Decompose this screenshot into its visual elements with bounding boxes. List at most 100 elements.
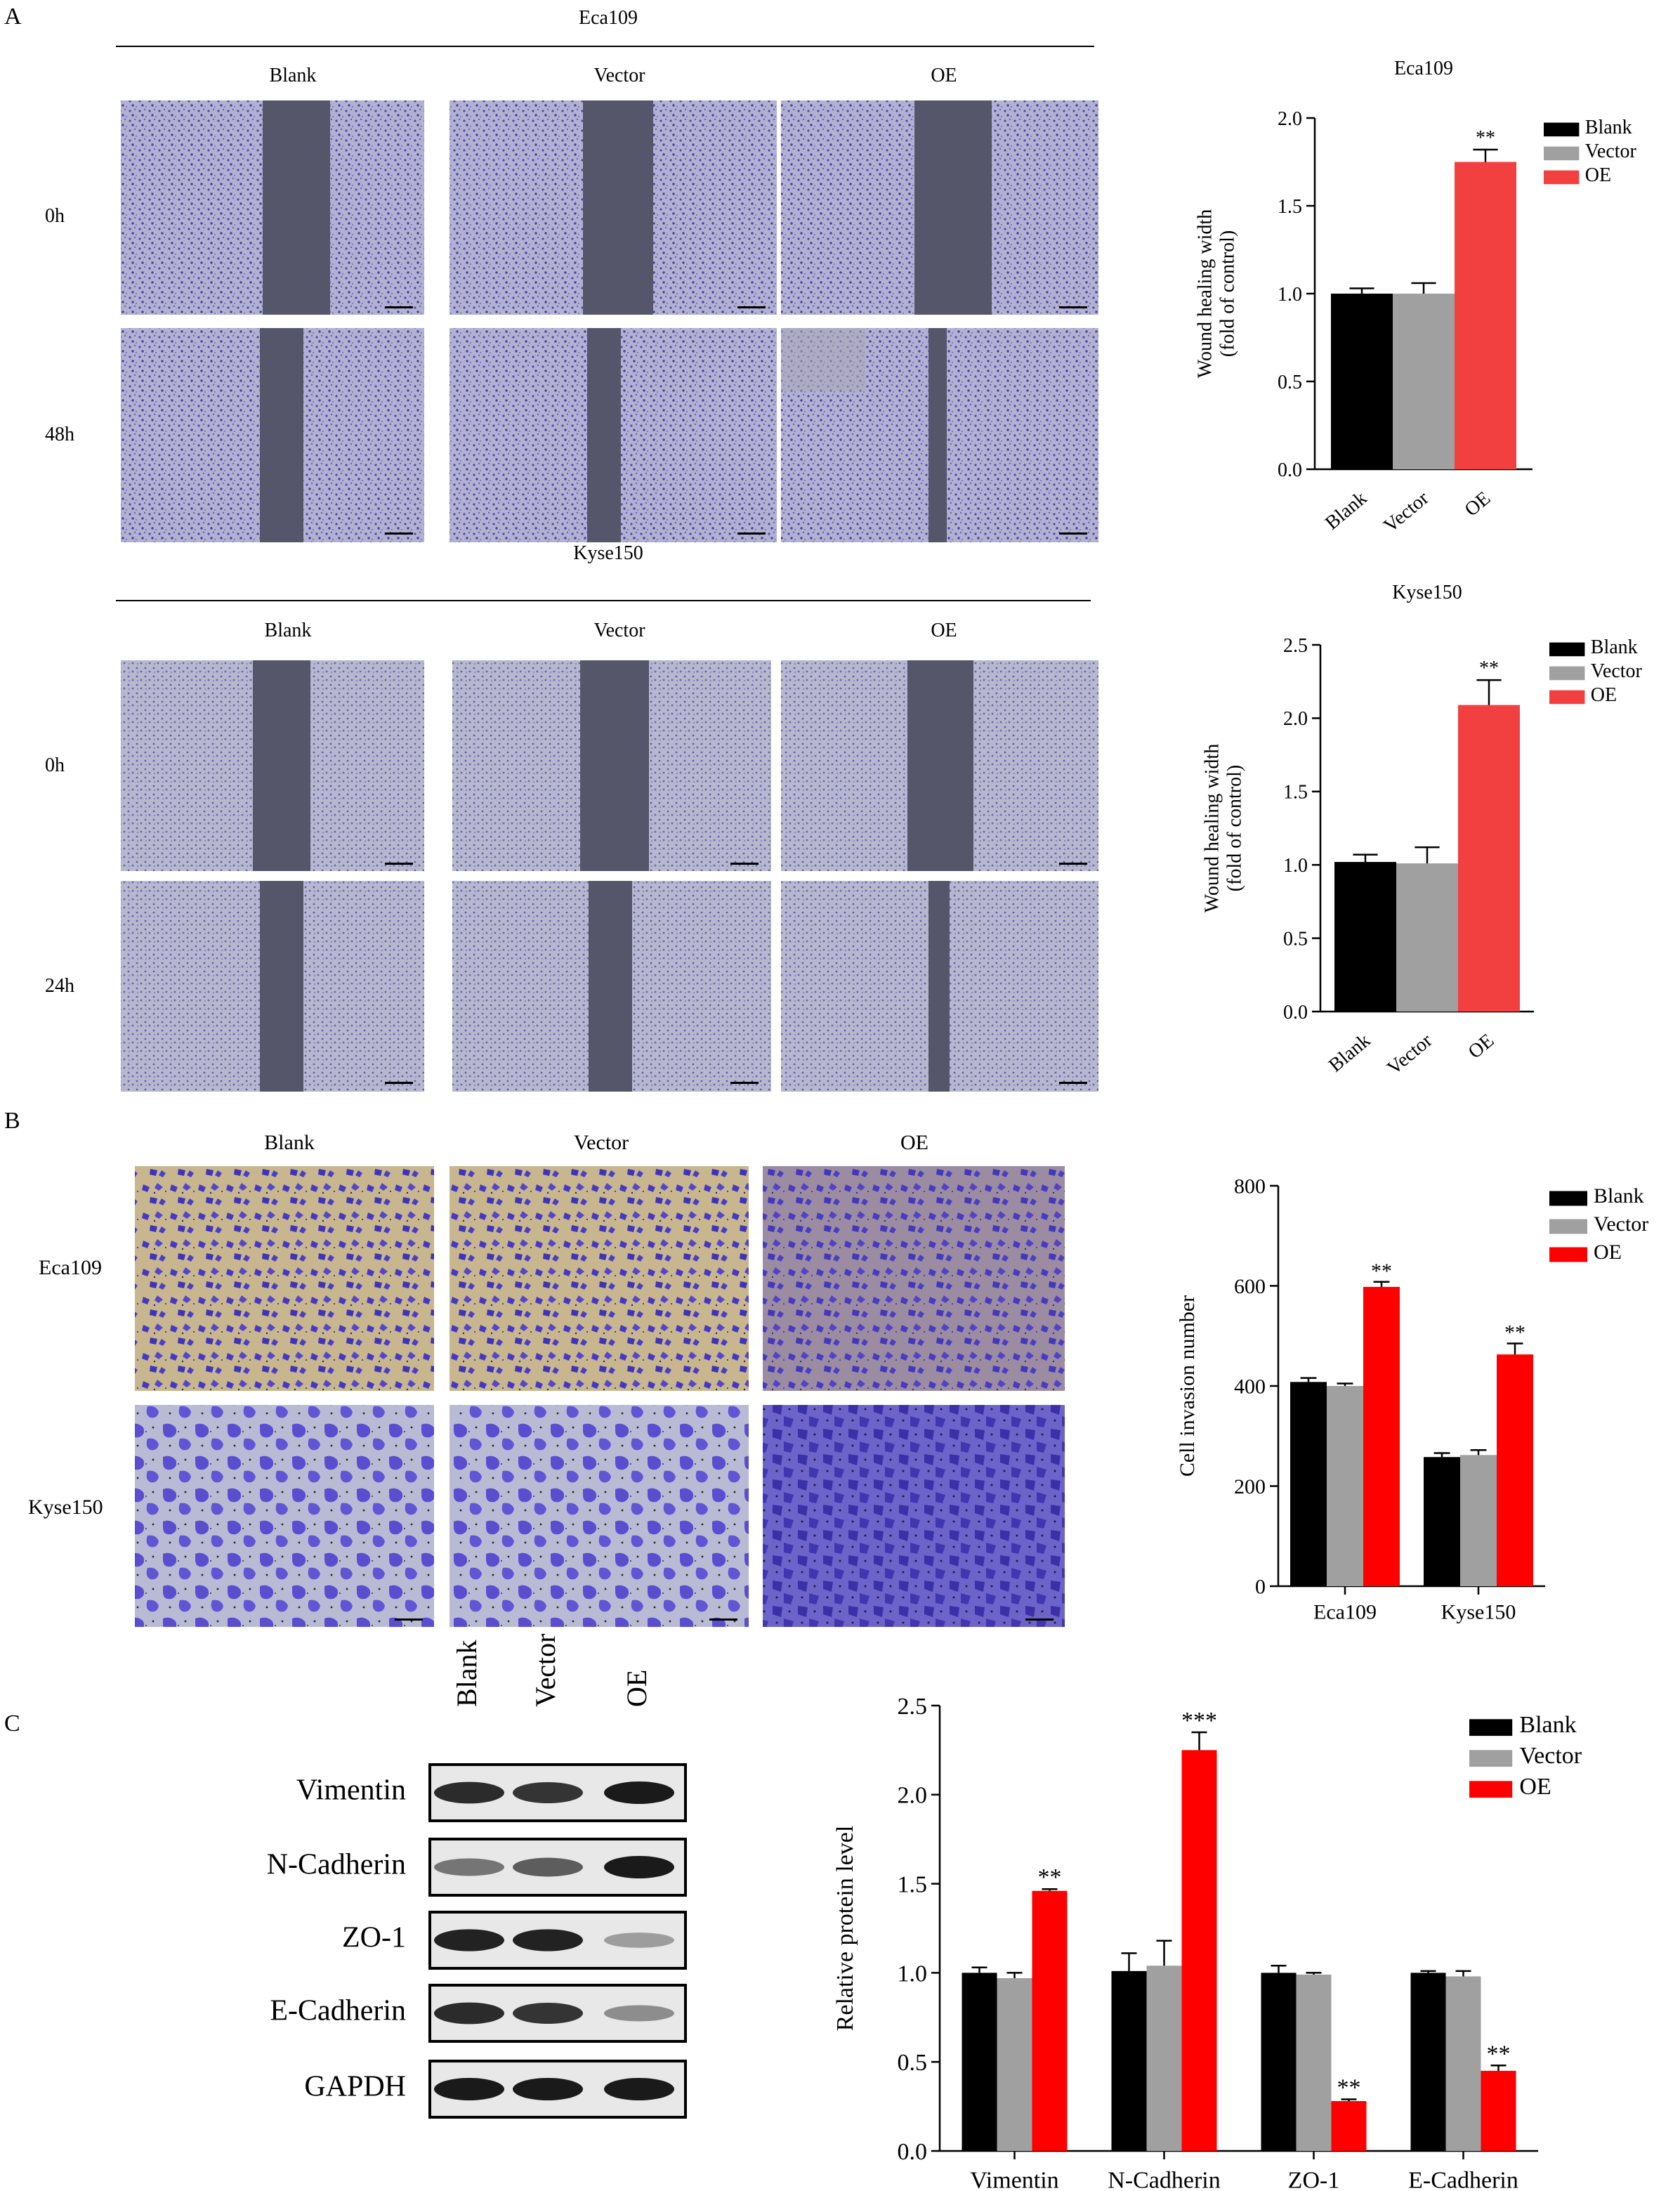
legend-label-vector: Vector [1519,1743,1582,1769]
eca-row-48h: 48h [45,424,74,445]
y-tick-label: 0.5 [1278,372,1302,393]
blot-band [434,2002,504,2025]
eca-0h-vector-image [449,100,777,315]
x-tick-label: Blank [1321,488,1371,535]
legend-swatch-oe [1549,1247,1587,1262]
y-axis-label: Wound healing width(fold of control) [1194,209,1238,378]
bar-oe [1181,1750,1217,2151]
legend-swatch-blank [1549,1191,1587,1206]
bar-oe [1032,1890,1068,2151]
y-tick-label: 0.5 [898,2050,928,2076]
bar-oe [1481,2070,1516,2151]
y-tick-label: 1.5 [898,1872,928,1898]
legend-label-vector: Vector [1591,660,1643,682]
kyse-col-vector: Vector [593,620,645,641]
eca-col-blank: Blank [270,65,317,86]
y-tick-label: 0.0 [1283,1002,1308,1023]
y-tick-label: 2.0 [1283,708,1308,730]
y-axis-label-line: Wound healing width [1201,744,1223,913]
significance-marker: ** [1479,658,1499,679]
eca-col-oe: OE [931,65,957,86]
bar-vector [1296,1974,1332,2151]
legend-swatch-oe [1469,1781,1513,1798]
y-tick-label: 2.0 [1278,108,1302,130]
legend-swatch-vector [1549,666,1585,681]
eca-col-vector: Vector [593,65,645,86]
significance-marker: ** [1487,2041,1511,2067]
y-tick-label: 600 [1234,1275,1266,1298]
chart-title: Kyse150 [1392,582,1462,603]
kyse-0h-vector-image [452,660,771,871]
blot-band [513,2078,583,2100]
y-tick-label: 0.0 [1278,459,1302,481]
lane-label-blank: Blank [451,1640,483,1707]
y-axis-label: Cell invasion number [1176,1295,1199,1477]
y-tick-label: 800 [1234,1175,1266,1198]
bar-vector [1327,1386,1363,1586]
blot-band [513,1781,583,1804]
x-tick-label: Blank [1325,1030,1374,1077]
y-axis-label: Relative protein level [832,1826,858,2032]
panel-label-b: B [4,1108,20,1134]
blot-band [434,2078,504,2100]
kyse-col-oe: OE [931,620,957,641]
blot-band [434,1781,504,1804]
bar-vector [1460,1455,1497,1586]
transwell-eca-vector-image [449,1166,749,1391]
bar-blank [962,1973,997,2151]
y-tick-label: 0.5 [1283,928,1308,950]
bar-oe [1497,1354,1533,1586]
protein-label-gapdh: GAPDH [304,2071,406,2103]
blot-band [604,1932,674,1948]
y-tick-label: 1.0 [1278,284,1302,306]
kyse-24h-blank-image [121,881,424,1092]
transwell-eca-oe-image [763,1166,1065,1391]
blot-band [513,2002,583,2025]
legend-label-blank: Blank [1519,1712,1576,1738]
bar-oe [1455,162,1516,469]
x-tick-label: E-Cadherin [1408,2168,1518,2191]
kyse-0h-blank-image [121,660,424,871]
blot-band [513,1929,583,1951]
protein-label-vimentin: Vimentin [296,1774,406,1807]
x-tick-label: OE [1464,1030,1499,1064]
x-tick-label: Eca109 [1313,1601,1377,1624]
blot-band [434,1929,504,1951]
blot-band [513,1857,583,1877]
legend-swatch-vector [1469,1750,1513,1767]
y-tick-label: 1.0 [898,1961,928,1987]
eca-48h-vector-image [449,328,777,542]
x-tick-label: Vector [1379,487,1433,537]
bar-blank [1290,1382,1327,1586]
y-axis-label-line: (fold of control) [1224,765,1246,891]
significance-marker: ** [1371,1260,1392,1283]
kyse-24h-oe-image [781,881,1098,1092]
y-axis-label-line: Cell invasion number [1176,1295,1199,1477]
significance-marker: ** [1504,1321,1525,1344]
x-tick-label: Vector [1383,1029,1436,1079]
eca109-wound-chart: Eca109 Wound healing width(fold of contro… [1194,58,1636,537]
significance-marker: *** [1181,1708,1217,1734]
x-tick-label: Kyse150 [1441,1601,1516,1624]
kyse-col-blank: Blank [265,620,312,641]
eca-0h-oe-image [781,100,1098,315]
protein-label-zo-1: ZO-1 [342,1922,406,1954]
y-tick-label: 200 [1234,1475,1266,1498]
transwell-kyse-blank-image [135,1405,434,1627]
panel-label-c: C [4,1711,20,1737]
y-tick-label: 1.5 [1283,782,1308,804]
x-tick-label: OE [1461,488,1495,521]
kyse-0h-oe-image [781,660,1098,871]
bar-blank [1331,294,1393,469]
transwell-col-blank: Blank [264,1131,315,1154]
x-tick-label: ZO-1 [1288,2168,1340,2191]
transwell-row-kyse150: Kyse150 [28,1496,103,1519]
legend-swatch-blank [1549,642,1585,657]
y-tick-label: 2.5 [1283,635,1308,657]
lane-label-vector: Vector [530,1634,561,1707]
significance-marker: ** [1476,127,1495,149]
legend-swatch-blank [1544,122,1580,137]
kyse-row-0h: 0h [45,754,65,776]
y-tick-label: 1.5 [1278,196,1302,218]
